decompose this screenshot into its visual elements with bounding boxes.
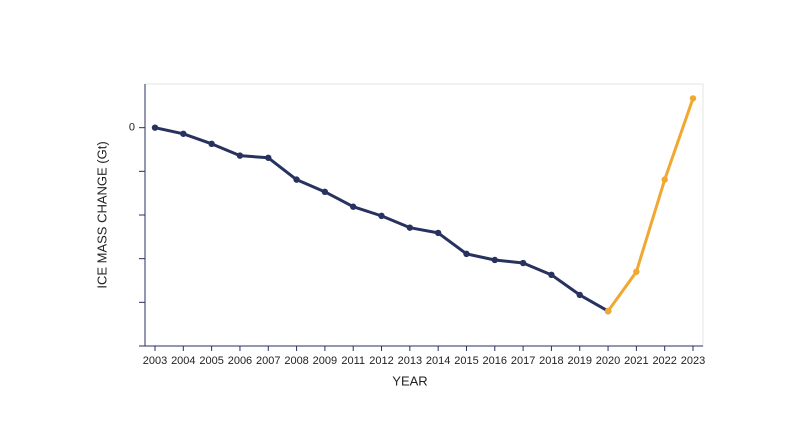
x-tick-label: 2016	[483, 355, 507, 367]
y-axis-label: ICE MASS CHANGE (Gt)	[94, 141, 109, 288]
data-point	[321, 188, 329, 196]
x-tick-label: 2018	[539, 355, 563, 367]
x-tick-label: 2009	[313, 355, 337, 367]
plot-frame	[144, 83, 704, 347]
data-point	[689, 95, 697, 102]
data-point	[293, 176, 300, 183]
data-point	[378, 212, 385, 220]
series-line	[154, 126, 609, 313]
x-tick-label: 2005	[199, 355, 223, 367]
data-point	[265, 154, 272, 161]
series-line	[606, 97, 695, 312]
x-tick-label: 2013	[398, 355, 422, 367]
x-tick-label: 2015	[454, 355, 478, 367]
data-point	[180, 130, 187, 137]
data-point	[519, 259, 527, 267]
data-point	[548, 271, 555, 279]
x-tick-label: 2007	[256, 355, 280, 367]
x-tick-label: 2023	[681, 355, 705, 367]
x-tick-label: 2019	[567, 355, 591, 367]
x-tick-label: 2004	[171, 355, 195, 367]
data-point	[661, 176, 668, 183]
data-point	[633, 268, 640, 275]
data-point	[576, 291, 583, 299]
x-tick-label: 2014	[426, 355, 450, 367]
y-tick-label: 0	[129, 122, 135, 134]
x-tick-label: 2021	[624, 355, 648, 367]
data-point	[208, 140, 215, 148]
x-tick-label: 2012	[369, 355, 393, 367]
data-point	[604, 307, 612, 315]
data-point	[491, 256, 498, 264]
x-tick-label: 2011	[341, 355, 365, 367]
x-tick-label: 2022	[652, 355, 676, 367]
data-point	[151, 124, 159, 131]
data-point	[406, 224, 414, 231]
x-tick-label: 2006	[228, 355, 252, 367]
data-point	[463, 250, 470, 258]
x-tick-label: 2003	[143, 355, 167, 367]
data-point	[434, 229, 442, 237]
x-axis-label: YEAR	[392, 373, 427, 388]
x-tick-label: 2008	[284, 355, 308, 367]
x-tick-label: 2020	[596, 355, 620, 367]
data-point	[350, 203, 357, 210]
x-tick-label: 2017	[511, 355, 535, 367]
data-point	[236, 152, 244, 159]
